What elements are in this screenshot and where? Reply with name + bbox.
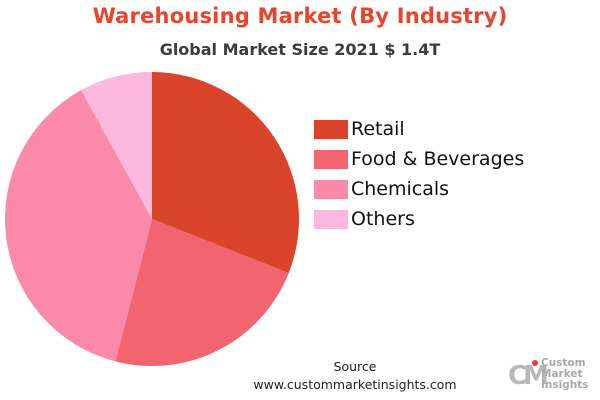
legend-item: Others bbox=[314, 204, 524, 234]
chart-legend: Retail Food & Beverages Chemicals Others bbox=[314, 114, 524, 234]
legend-label: Retail bbox=[351, 118, 405, 140]
legend-swatch bbox=[314, 119, 348, 139]
source-label: Source bbox=[333, 359, 377, 374]
pie-slice-others bbox=[81, 72, 152, 219]
legend-swatch bbox=[314, 209, 348, 229]
pie-slice-chemicals bbox=[4, 90, 152, 362]
logo-dot-icon bbox=[532, 360, 538, 366]
company-logo: CM Custom Market Insights bbox=[508, 354, 600, 400]
logo-line: Market bbox=[541, 368, 583, 380]
legend-swatch bbox=[314, 179, 348, 199]
logo-line: Custom bbox=[541, 357, 586, 369]
source-url: www.custommarketinsights.com bbox=[253, 377, 457, 392]
legend-label: Food & Beverages bbox=[351, 148, 525, 170]
legend-item: Food & Beverages bbox=[314, 144, 524, 174]
legend-item: Chemicals bbox=[314, 174, 524, 204]
logo-wordmark: Custom Market Insights bbox=[541, 358, 589, 391]
source-block: Source www.custommarketinsights.com bbox=[240, 358, 470, 394]
logo-line: Insights bbox=[541, 379, 589, 391]
legend-swatch bbox=[314, 149, 348, 169]
legend-label: Others bbox=[351, 208, 415, 230]
legend-label: Chemicals bbox=[351, 178, 450, 200]
pie-slice-retail bbox=[152, 72, 300, 274]
legend-item: Retail bbox=[314, 114, 524, 144]
pie-slice-food-beverages bbox=[115, 219, 289, 366]
chart-title: Warehousing Market (By Industry) bbox=[92, 4, 508, 28]
chart-subtitle: Global Market Size 2021 $ 1.4T bbox=[159, 40, 441, 59]
